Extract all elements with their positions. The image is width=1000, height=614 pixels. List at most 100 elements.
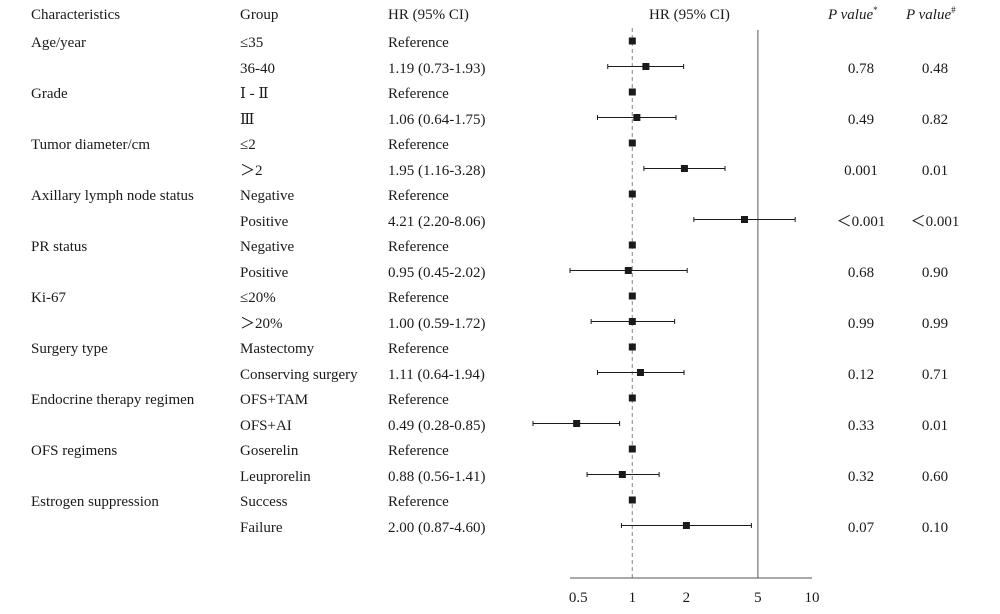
row-characteristic: PR status: [31, 239, 88, 255]
row-p-value-2: 0.90: [921, 264, 949, 281]
row-p-value-2: 0.99: [921, 315, 949, 332]
hr-point: [573, 420, 581, 427]
row-p-value-1: 0.68: [847, 264, 875, 281]
row-group: Goserelin: [240, 443, 299, 459]
row-hr-ci: 1.19 (0.73-1.93): [388, 60, 486, 77]
row-characteristic: Tumor diameter/cm: [31, 137, 151, 153]
hr-point: [628, 394, 636, 402]
row-hr-ci: Reference: [388, 494, 449, 510]
hr-point: [628, 343, 636, 351]
hr-point: [624, 267, 632, 274]
row-hr-ci: 1.11 (0.64-1.94): [388, 366, 485, 383]
row-p-value-1: 0.001: [844, 162, 878, 179]
hr-point: [628, 445, 636, 453]
row-p-value-2: 0.82: [921, 111, 949, 128]
row-hr-ci: 0.88 (0.56-1.41): [388, 468, 486, 485]
hr-point: [628, 241, 636, 249]
x-tick-label: 10: [804, 590, 820, 606]
hr-point: [628, 37, 636, 45]
row-group: Mastectomy: [240, 341, 315, 357]
row-group: Conserving surgery: [240, 366, 358, 383]
row-hr-ci: Reference: [388, 392, 449, 408]
header-p-value-2: P value#: [906, 6, 956, 24]
row-p-value-1: 0.32: [847, 468, 875, 485]
row-group: Failure: [240, 519, 283, 536]
row-hr-ci: 1.00 (0.59-1.72): [388, 315, 486, 332]
row-characteristic: Ki-67: [31, 290, 66, 306]
x-tick-label: 0.5: [568, 590, 588, 606]
row-characteristic: OFS regimens: [31, 443, 118, 459]
row-group: ≤2: [240, 137, 256, 153]
row-characteristic: Grade: [31, 86, 68, 102]
row-group: OFS+TAM: [240, 392, 309, 408]
row-hr-ci: Reference: [388, 239, 449, 255]
row-characteristic: Surgery type: [31, 341, 108, 357]
row-p-value-1: 0.12: [847, 366, 875, 383]
row-hr-ci: Reference: [388, 188, 449, 204]
row-p-value-2: 0.48: [921, 60, 949, 77]
row-group: 36-40: [240, 60, 275, 77]
row-p-value-1: 0.49: [847, 111, 875, 128]
row-p-value-1: ＜0.001: [836, 213, 886, 230]
row-hr-ci: Reference: [388, 290, 449, 306]
row-group: Leuprorelin: [240, 468, 311, 485]
x-tick-label: 5: [754, 590, 762, 606]
row-p-value-2: 0.01: [921, 162, 949, 179]
hr-point: [636, 369, 644, 376]
hr-point: [628, 318, 636, 325]
hr-point: [680, 165, 688, 172]
hr-point: [628, 292, 636, 300]
row-group: Negative: [240, 239, 295, 255]
row-hr-ci: Reference: [388, 35, 449, 51]
header-plot: HR (95% CI): [649, 7, 730, 23]
row-hr-ci: 0.49 (0.28-0.85): [388, 417, 486, 434]
row-hr-ci: Reference: [388, 443, 449, 459]
row-group: Success: [240, 494, 288, 510]
row-p-value-1: 0.33: [847, 417, 875, 434]
hr-point: [628, 139, 636, 147]
row-group: ＞20%: [240, 315, 283, 332]
row-group: ≤35: [240, 35, 264, 51]
row-p-value-2: 0.60: [921, 468, 949, 485]
row-characteristic: Axillary lymph node status: [31, 188, 194, 204]
header-p-value-2-label: P value: [906, 7, 952, 23]
header-p-value-1-sup: *: [873, 5, 878, 15]
row-group: ≤20%: [240, 290, 276, 306]
row-group: Ⅲ: [240, 111, 255, 128]
hr-point: [628, 190, 636, 198]
x-tick-label: 1: [628, 590, 637, 606]
row-hr-ci: Reference: [388, 137, 449, 153]
row-group: Positive: [240, 213, 289, 230]
header-hr-ci: HR (95% CI): [388, 7, 469, 23]
hr-point: [633, 114, 641, 121]
row-p-value-2: 0.10: [921, 519, 949, 536]
row-hr-ci: 1.95 (1.16-3.28): [388, 162, 486, 179]
hr-point: [682, 522, 690, 529]
row-characteristic: Age/year: [31, 35, 86, 51]
row-group: Negative: [240, 188, 295, 204]
row-hr-ci: 2.00 (0.87-4.60): [388, 519, 486, 536]
row-p-value-1: 0.78: [847, 60, 875, 77]
row-hr-ci: Reference: [388, 86, 449, 102]
hr-point: [618, 471, 626, 478]
row-p-value-2: ＜0.001: [910, 213, 960, 230]
row-group: Positive: [240, 264, 289, 281]
hr-point: [628, 496, 636, 504]
row-hr-ci: 1.06 (0.64-1.75): [388, 111, 486, 128]
row-p-value-1: 0.07: [847, 519, 875, 536]
x-tick-label: 2: [682, 590, 691, 606]
header-group: Group: [240, 7, 279, 23]
row-p-value-2: 0.01: [921, 417, 949, 434]
header-p-value-1-label: P value: [828, 7, 874, 23]
row-p-value-1: 0.99: [847, 315, 875, 332]
hr-point: [642, 63, 650, 70]
row-group: Ⅰ - Ⅱ: [240, 86, 269, 102]
hr-point: [740, 216, 748, 223]
hr-point: [628, 88, 636, 96]
row-p-value-2: 0.71: [921, 366, 949, 383]
row-characteristic: Endocrine therapy regimen: [31, 392, 195, 408]
row-hr-ci: 4.21 (2.20-8.06): [388, 213, 486, 230]
header-p-value-2-sup: #: [951, 5, 956, 15]
